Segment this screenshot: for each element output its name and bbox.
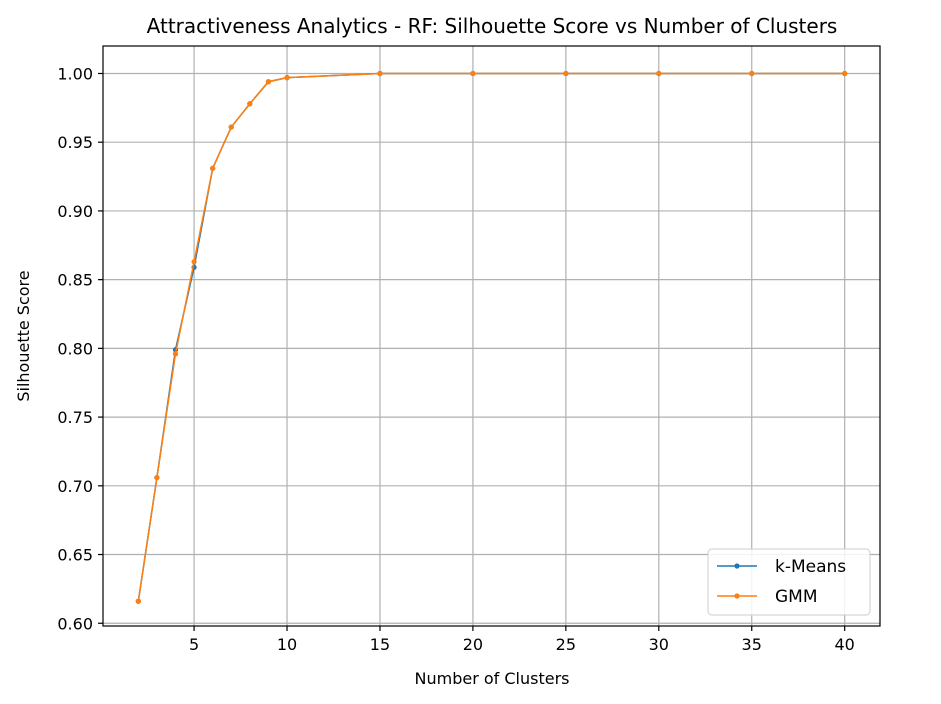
x-tick-label: 30 [649,635,669,654]
grid [103,46,880,626]
series-line-k-means [137,72,845,602]
legend-label: GMM [775,587,818,607]
data-point-gmm [172,351,179,357]
data-point-gmm [265,79,272,85]
y-tick-label: 0.90 [57,202,93,221]
data-point-gmm [377,70,383,77]
ticks: 5 10 15 20 25 30 35 40 0.60 0.65 0.70 0.75 0.80 0.85 0… [57,64,854,654]
y-tick-label: 0.95 [57,133,93,152]
data-point-gmm [247,101,253,107]
y-tick-label: 0.70 [57,477,93,496]
y-tick-label: 0.60 [57,614,93,633]
legend: k-Means GMM [707,548,871,616]
y-tick-label: 0.80 [57,339,93,358]
data-point-gmm [135,598,141,604]
x-tick-label: 35 [742,635,762,654]
data-point-gmm [228,124,234,130]
y-tick-label: 0.85 [57,271,93,290]
plot-frame [102,45,881,627]
y-tick-label: 0.65 [57,546,93,565]
data-point-gmm [842,70,848,77]
x-tick-label: 25 [556,635,576,654]
x-axis-label: Number of Clusters [415,669,570,688]
legend-marker [734,593,740,599]
data-point-gmm [563,70,569,77]
x-tick-label: 15 [370,635,390,654]
y-axis-label: Silhouette Score [14,270,33,401]
legend-marker [734,563,740,569]
x-tick-label: 5 [189,635,199,654]
data-point-gmm [210,165,216,171]
x-tick-label: 20 [463,635,483,654]
chart-title: Attractiveness Analytics - RF: Silhouett… [147,14,838,38]
x-tick-label: 10 [277,635,297,654]
y-tick-label: 0.75 [57,408,93,427]
y-tick-label: 1.00 [57,64,93,83]
data-point-gmm [656,70,662,77]
data-point-gmm [154,474,160,481]
series-layer [135,70,848,604]
legend-label: k-Means [775,557,846,577]
data-point-gmm [284,75,290,81]
data-point-gmm [191,259,197,265]
data-point-gmm [470,70,476,77]
x-tick-label: 40 [835,635,855,654]
series-line-gmm [137,72,845,602]
data-point-gmm [749,70,755,77]
